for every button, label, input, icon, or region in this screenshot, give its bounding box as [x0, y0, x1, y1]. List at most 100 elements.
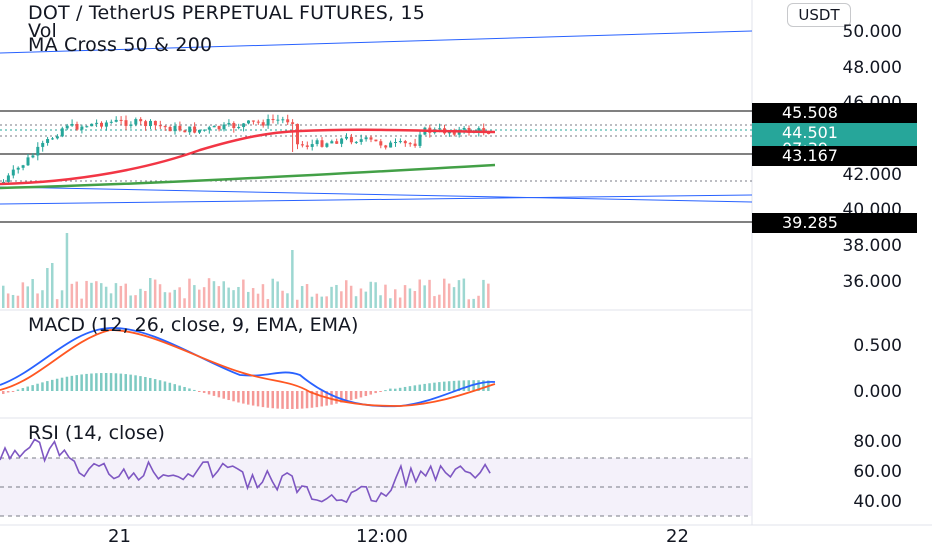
macd-histogram-bar [457, 380, 461, 391]
candle-body [374, 139, 378, 142]
macd-histogram-bar [315, 391, 319, 408]
volume-bar [119, 285, 123, 308]
macd-histogram-bar [296, 391, 299, 409]
rsi-label[interactable]: RSI (14, close) [28, 422, 165, 444]
candle-body [31, 155, 35, 158]
candle-body [296, 123, 299, 145]
macd-histogram-bar [443, 381, 446, 391]
volume-bar [46, 268, 49, 308]
trendline [0, 194, 753, 205]
candle-body [379, 141, 383, 146]
macd-histogram-bar [398, 387, 402, 391]
candle-body [408, 143, 412, 145]
candle-body [173, 125, 177, 132]
volume-bar [384, 284, 387, 308]
candle-body [134, 119, 138, 125]
macd-histogram-bar [65, 376, 69, 391]
candle-body [80, 126, 84, 130]
volume-bar [100, 283, 103, 308]
candle-body [202, 129, 206, 131]
candle-body [232, 122, 236, 129]
macd-histogram-bar [55, 378, 59, 391]
macd-histogram-bar [109, 373, 113, 391]
candle-body [75, 123, 79, 130]
candle-body [168, 126, 172, 132]
macd-histogram-bar [173, 384, 176, 391]
ma-cross-label[interactable]: MA Cross 50 & 200 [28, 34, 213, 56]
volume-bar [26, 286, 29, 308]
volume-bar [41, 290, 44, 308]
macd-histogram-bar [212, 391, 216, 396]
macd-histogram-bar [202, 391, 206, 393]
symbol-title[interactable]: DOT / TetherUS PERPETUAL FUTURES, 15 [28, 2, 426, 24]
candle-body [227, 122, 231, 125]
volume-bar [51, 263, 54, 308]
volume-bar [256, 293, 260, 308]
volume-bar [168, 292, 172, 308]
volume-bar [472, 298, 475, 308]
currency-button[interactable]: USDT [787, 3, 851, 27]
volume-bar [227, 287, 230, 308]
macd-histogram-bar [75, 375, 78, 391]
candle-body [452, 131, 456, 135]
candle-body [438, 128, 442, 130]
candle-body [413, 143, 417, 146]
macd-histogram-bar [379, 391, 382, 392]
volume-bar [374, 282, 377, 308]
candle-body [193, 126, 197, 133]
volume-bar [394, 289, 397, 308]
rsi-line [0, 438, 491, 504]
volume-bar [80, 298, 83, 308]
volume-bar [21, 282, 25, 308]
candle-body [447, 131, 451, 134]
volume-bar [271, 278, 274, 308]
candle-body [95, 122, 99, 124]
candle-body [149, 120, 152, 127]
macd-histogram-bar [114, 373, 118, 391]
macd-label[interactable]: MACD (12, 26, close, 9, EMA, EMA) [28, 314, 359, 336]
candle-body [291, 122, 295, 124]
candle-body [119, 119, 123, 121]
candle-body [320, 140, 324, 147]
candle-body [271, 119, 275, 121]
volume-bar [276, 281, 279, 308]
candle-body [394, 142, 397, 144]
macd-histogram-bar [100, 373, 103, 391]
volume-bar [183, 298, 186, 308]
candle-body [369, 137, 373, 140]
volume-bar [60, 290, 64, 308]
macd-histogram-bar [188, 388, 191, 391]
volume-bar [163, 292, 167, 308]
macd-histogram-bar [349, 391, 353, 401]
candle-body [11, 169, 15, 176]
candle-body [153, 120, 157, 126]
macd-histogram-bar [408, 386, 412, 391]
candle-body [55, 136, 59, 139]
macd-histogram-bar [330, 391, 333, 405]
volume-bar [296, 299, 299, 308]
volume-bar [55, 299, 59, 308]
volume-bar [291, 250, 294, 308]
macd-histogram-bar [41, 382, 44, 391]
volume-bar [340, 291, 343, 308]
candle-body [300, 144, 304, 146]
trendline [0, 186, 753, 203]
price-axis-label: 48.000 [842, 58, 902, 78]
candle-body [217, 126, 221, 130]
volume-bar [153, 279, 157, 308]
volume-bar [109, 293, 113, 308]
volume-bar [65, 233, 69, 308]
macd-histogram-bar [90, 373, 93, 391]
candle-body [198, 129, 201, 133]
volume-bar [467, 299, 470, 308]
macd-histogram-bar [198, 391, 201, 392]
time-axis-label: 21 [108, 526, 131, 547]
candle-body [364, 137, 368, 140]
volume-bar [85, 280, 88, 308]
macd-histogram-bar [438, 382, 441, 391]
macd-histogram-bar [149, 377, 152, 391]
price-axis-label: 36.000 [842, 272, 902, 292]
rsi-axis-label: 80.00 [853, 432, 902, 452]
volume-bar [36, 293, 39, 308]
